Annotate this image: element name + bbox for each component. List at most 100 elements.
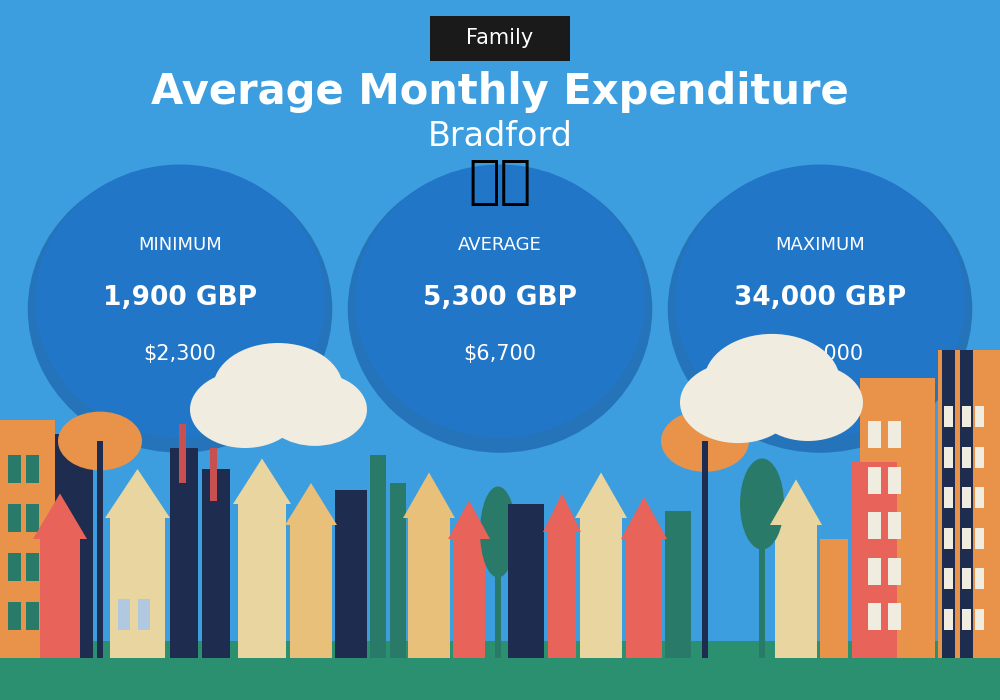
Circle shape (263, 373, 367, 446)
Text: AVERAGE: AVERAGE (458, 236, 542, 254)
Text: 1,900 GBP: 1,900 GBP (103, 284, 257, 311)
Ellipse shape (668, 166, 972, 453)
Bar (975, 447, 984, 468)
Text: 5,300 GBP: 5,300 GBP (423, 284, 577, 311)
Bar (944, 406, 953, 427)
Ellipse shape (355, 164, 645, 438)
Bar (962, 568, 971, 589)
Polygon shape (233, 458, 291, 504)
Ellipse shape (35, 164, 325, 438)
Bar (626, 539, 662, 658)
Bar (962, 487, 971, 508)
Circle shape (190, 371, 300, 448)
Bar (962, 447, 971, 468)
Bar (40, 539, 80, 658)
Circle shape (661, 410, 749, 472)
Bar (665, 511, 691, 658)
Bar (453, 539, 485, 658)
Text: Average Monthly Expenditure: Average Monthly Expenditure (151, 71, 849, 113)
Bar (888, 558, 901, 584)
Bar (960, 350, 973, 658)
Polygon shape (403, 473, 455, 518)
Text: 34,000 GBP: 34,000 GBP (734, 284, 906, 311)
Text: MINIMUM: MINIMUM (138, 236, 222, 254)
Bar (170, 448, 198, 658)
Polygon shape (33, 494, 87, 539)
Bar (860, 378, 935, 658)
Bar (868, 512, 881, 539)
Bar (26, 602, 39, 630)
Bar (408, 518, 450, 658)
Bar (944, 487, 953, 508)
Bar (962, 406, 971, 427)
Bar (975, 528, 984, 549)
Polygon shape (448, 500, 490, 539)
Bar (8, 504, 21, 532)
Bar (8, 455, 21, 483)
Bar (202, 469, 230, 658)
Bar (888, 421, 901, 448)
Bar (975, 406, 984, 427)
Ellipse shape (28, 166, 332, 453)
Bar (820, 539, 848, 658)
Text: $44,000: $44,000 (777, 344, 863, 363)
Bar (245, 406, 317, 434)
Circle shape (680, 362, 796, 443)
Bar (868, 603, 881, 630)
Bar (548, 532, 576, 658)
Ellipse shape (675, 164, 965, 438)
Bar (962, 609, 971, 630)
Bar (97, 441, 103, 658)
Bar (210, 448, 217, 500)
Polygon shape (621, 497, 667, 539)
Bar (8, 553, 21, 581)
Bar (370, 455, 386, 658)
Bar (888, 467, 901, 494)
Bar (988, 406, 1000, 658)
Circle shape (704, 334, 840, 429)
Bar (975, 568, 984, 589)
Bar (944, 609, 953, 630)
Polygon shape (105, 469, 170, 518)
Bar (938, 350, 1000, 658)
Bar (138, 598, 150, 630)
Bar (944, 568, 953, 589)
Bar (238, 504, 286, 658)
Bar (290, 525, 332, 658)
Bar (738, 399, 810, 427)
Polygon shape (543, 494, 581, 532)
FancyBboxPatch shape (430, 15, 570, 62)
Bar (55, 434, 93, 658)
Bar (888, 512, 901, 539)
Text: Family: Family (466, 29, 534, 48)
Bar (580, 518, 622, 658)
Bar (335, 490, 367, 658)
Bar (0, 420, 55, 658)
Bar (26, 504, 39, 532)
Bar (8, 602, 21, 630)
Bar (26, 455, 39, 483)
Ellipse shape (480, 486, 516, 578)
Bar (944, 447, 953, 468)
Bar (390, 483, 406, 658)
Polygon shape (770, 480, 822, 525)
Bar (495, 532, 501, 658)
Bar (0, 640, 1000, 700)
Ellipse shape (348, 166, 652, 453)
Bar (868, 558, 881, 584)
Bar (942, 350, 955, 658)
Bar (888, 603, 901, 630)
Bar (179, 424, 186, 483)
Bar (975, 487, 984, 508)
Text: $6,700: $6,700 (464, 344, 536, 363)
Bar (962, 528, 971, 549)
Circle shape (213, 343, 343, 434)
Bar (868, 421, 881, 448)
Bar (759, 504, 765, 658)
Polygon shape (285, 483, 337, 525)
Ellipse shape (740, 458, 784, 550)
Bar (702, 441, 708, 658)
Bar (508, 504, 544, 658)
Bar (975, 609, 984, 630)
Bar (868, 467, 881, 494)
